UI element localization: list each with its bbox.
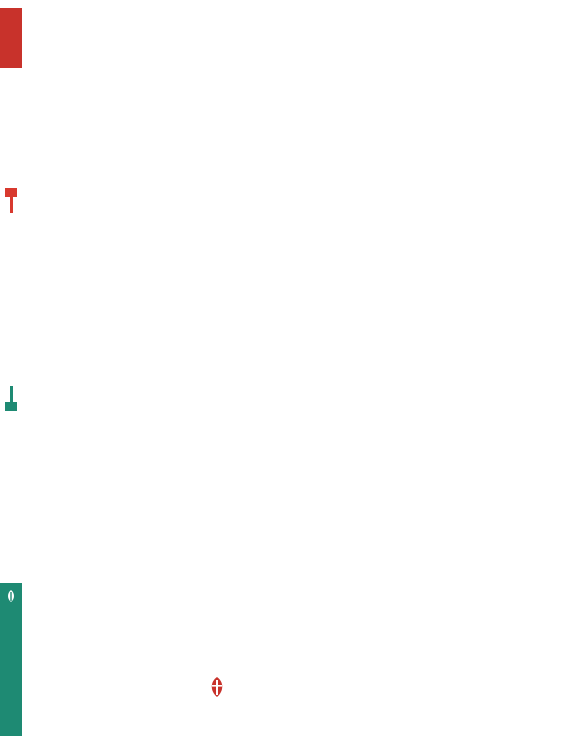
spine-gavel-red-icon: [5, 188, 17, 213]
annual-label-badge: [0, 8, 22, 68]
foundation-logo-icon: [211, 677, 223, 697]
foundation-logo-icon: [8, 590, 14, 602]
spine-gavel-teal-icon: [5, 386, 17, 411]
spine-publisher-band: [0, 583, 22, 736]
